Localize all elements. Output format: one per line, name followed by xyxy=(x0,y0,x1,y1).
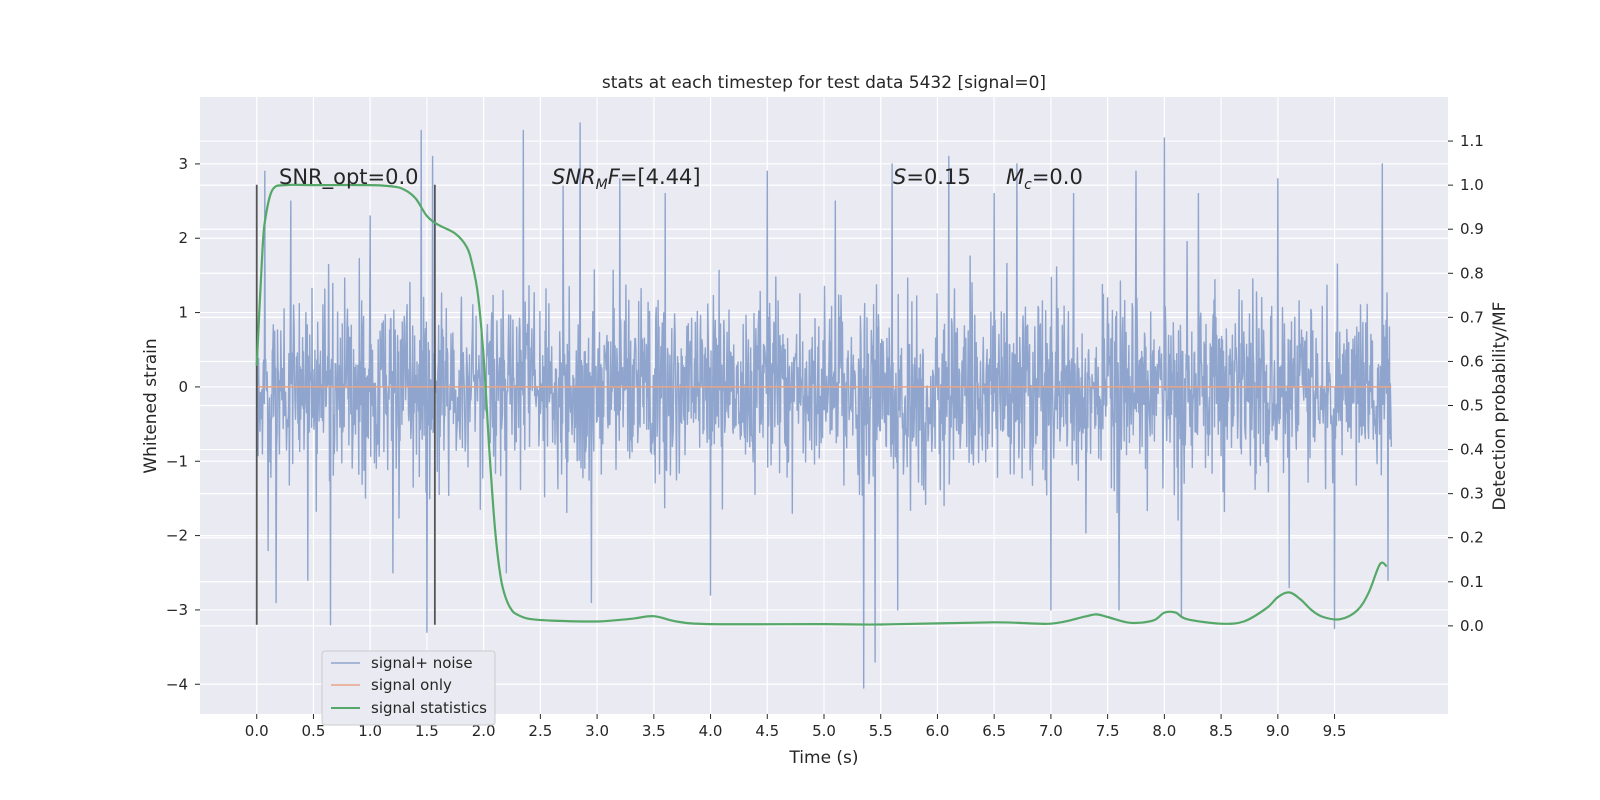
annotation-snr-mf-suffix: F xyxy=(608,165,621,189)
y2-tick-label: 1.1 xyxy=(1460,132,1484,150)
x-axis-label: Time (s) xyxy=(788,748,858,768)
x-tick-label: 8.0 xyxy=(1152,722,1176,740)
annotation-s-value: =0.15 xyxy=(906,165,970,189)
x-tick-label: 7.5 xyxy=(1096,722,1120,740)
x-tick-label: 9.5 xyxy=(1323,722,1347,740)
y2-tick-label: 1.0 xyxy=(1460,176,1484,194)
x-tick-label: 0.0 xyxy=(245,722,269,740)
annotation-snr-mf-label: SNR xyxy=(552,165,596,189)
marker-lines xyxy=(255,184,436,625)
x-tick-label: 1.5 xyxy=(415,722,439,740)
legend: signal+ noise signal only signal statist… xyxy=(321,650,496,726)
annotation-snr-mf: SNRMF=[4.44] xyxy=(552,165,701,193)
y-tick-label: −4 xyxy=(166,675,188,693)
x-tick-label: 5.5 xyxy=(869,722,893,740)
noise-series xyxy=(256,122,1392,689)
y-tick-label: 1 xyxy=(178,304,188,322)
x-tick-label: 3.0 xyxy=(585,722,609,740)
y2-tick-label: 0.6 xyxy=(1460,352,1484,370)
y2-tick-label: 0.0 xyxy=(1460,617,1484,635)
x-ticks: 0.0 0.5 1.0 1.5 2.0 2.5 3.0 3.5 4.0 4.5 5.0 5.5 6.0 6… xyxy=(245,714,1347,740)
y2-axis-label: Detection probability/MF xyxy=(1490,302,1510,511)
x-tick-label: 9.0 xyxy=(1266,722,1290,740)
x-tick-label: 6.0 xyxy=(926,722,950,740)
annotation-snr-mf-value: =[4.44] xyxy=(620,165,701,189)
annotation-s: S=0.15 xyxy=(893,165,971,189)
y-tick-label: 0 xyxy=(178,378,188,396)
y2-tick-label: 0.1 xyxy=(1460,573,1484,591)
legend-box xyxy=(321,650,496,726)
legend-label-stats: signal statistics xyxy=(371,699,487,717)
y-tick-label: 2 xyxy=(178,229,188,247)
y2-tick-label: 0.8 xyxy=(1460,264,1484,282)
y-tick-label: 3 xyxy=(178,155,188,173)
y-tick-label: −3 xyxy=(166,601,188,619)
x-tick-label: 4.5 xyxy=(755,722,779,740)
x-tick-label: 7.0 xyxy=(1039,722,1063,740)
x-tick-label: 6.5 xyxy=(982,722,1006,740)
x-tick-label: 2.0 xyxy=(472,722,496,740)
x-tick-label: 3.5 xyxy=(642,722,666,740)
y2-tick-label: 0.9 xyxy=(1460,220,1484,238)
annotation-mc-label: M xyxy=(1006,165,1024,189)
x-tick-label: 1.0 xyxy=(358,722,382,740)
x-tick-label: 8.5 xyxy=(1209,722,1233,740)
x-tick-label: 2.5 xyxy=(528,722,552,740)
legend-label-noise: signal+ noise xyxy=(371,654,473,672)
series-signal-statistics-line xyxy=(255,183,1388,626)
y2-tick-label: 0.2 xyxy=(1460,529,1484,547)
y2-ticks: 1.1 1.0 0.9 0.8 0.7 0.6 0.5 0.4 0.3 0.2 0.1 0.0 xyxy=(1448,132,1484,635)
annotation-snr-mf-sub: M xyxy=(596,177,608,193)
y-axis-label: Whitened strain xyxy=(141,338,161,473)
annotation-snr-opt: SNR_opt=0.0 xyxy=(279,165,419,190)
y2-tick-label: 0.3 xyxy=(1460,485,1484,503)
chart-title: stats at each timestep for test data 543… xyxy=(602,73,1046,93)
y2-tick-label: 0.5 xyxy=(1460,397,1484,415)
annotation-mc-sub: c xyxy=(1024,177,1032,193)
y-tick-label: −1 xyxy=(166,452,188,470)
annotation-mc: Mc=0.0 xyxy=(1006,165,1083,193)
stats-series xyxy=(255,183,1388,626)
x-tick-label: 4.0 xyxy=(699,722,723,740)
x-tick-label: 5.0 xyxy=(812,722,836,740)
y2-tick-label: 0.4 xyxy=(1460,441,1484,459)
y-tick-label: −2 xyxy=(166,527,188,545)
series-signal-noise-line xyxy=(256,122,1392,689)
x-tick-label: 0.5 xyxy=(302,722,326,740)
annotation-mc-value: =0.0 xyxy=(1032,165,1083,189)
legend-label-signal: signal only xyxy=(371,676,452,694)
annotation-s-label: S xyxy=(893,165,906,189)
y2-tick-label: 0.7 xyxy=(1460,308,1484,326)
y-ticks: 3 2 1 0 −1 −2 −3 −4 xyxy=(166,155,200,693)
